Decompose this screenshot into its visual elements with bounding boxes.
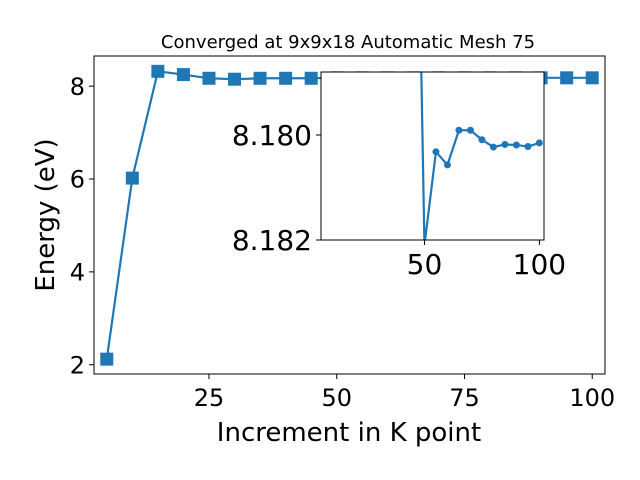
main-data-point (253, 71, 267, 85)
main-data-point (228, 72, 242, 86)
inset-data-point (535, 139, 543, 147)
inset-data-point (524, 143, 532, 151)
main-y-tick-label: 6 (70, 166, 85, 194)
inset-data-point (443, 161, 451, 169)
inset-axes-frame (320, 71, 545, 241)
main-y-tick-label: 2 (70, 351, 85, 379)
main-data-point (304, 71, 318, 85)
main-axes-frame (93, 55, 606, 375)
main-data-point (125, 171, 139, 185)
main-x-tick-label: 100 (569, 384, 615, 412)
main-x-tick-label: 75 (449, 384, 480, 412)
inset-y-tick-label: 8.180 (232, 119, 312, 152)
main-y-tick-label: 4 (70, 259, 85, 287)
x-axis-label: Increment in K point (217, 418, 481, 448)
main-y-tick-label: 8 (70, 73, 85, 101)
inset-background (321, 72, 544, 240)
inset-y-tick-label: 8.182 (232, 224, 312, 257)
inset-x-tick-label: 50 (407, 248, 443, 281)
inset-data-point (478, 136, 486, 144)
inset-data-point (455, 126, 463, 134)
inset-plot-area (321, 72, 544, 240)
inset-axis-ticks: 50 100 8.180 8.182 (232, 119, 566, 281)
main-data-point (585, 71, 599, 85)
y-axis-label: Energy (eV) (31, 138, 61, 291)
main-data-point (279, 71, 293, 85)
chart-title: Converged at 9x9x18 Automatic Mesh 75 (161, 32, 535, 53)
inset-data-point (466, 126, 474, 134)
main-x-tick-label: 25 (194, 384, 225, 412)
main-data-point (560, 71, 574, 85)
main-data-point (202, 71, 216, 85)
main-axis-ticks: 25 50 75 100 2 4 6 8 (70, 73, 615, 412)
inset-data-point (432, 148, 440, 156)
main-data-point (151, 64, 165, 78)
main-x-tick-label: 50 (321, 384, 352, 412)
inset-markers-group (432, 126, 543, 169)
inset-data-point (501, 140, 509, 148)
inset-data-point (489, 143, 497, 151)
inset-data-point (512, 141, 520, 149)
main-data-point (176, 68, 190, 82)
inset-x-tick-label: 100 (513, 248, 566, 281)
main-data-point (100, 352, 114, 366)
